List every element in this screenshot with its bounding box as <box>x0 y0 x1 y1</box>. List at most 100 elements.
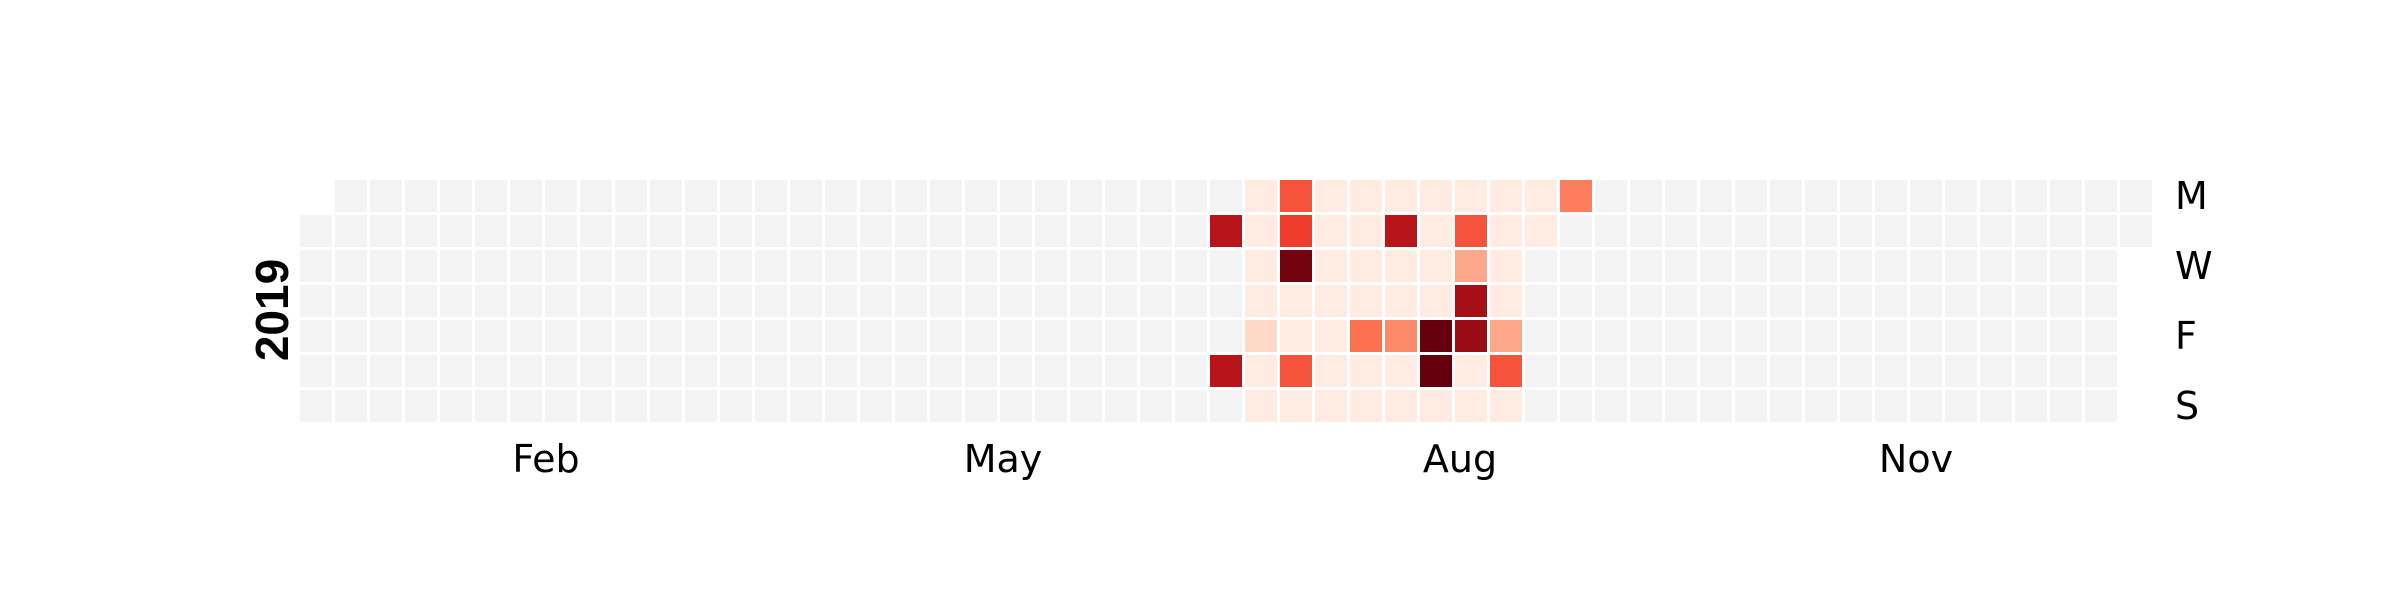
heatmap-cell-2019-05-22 <box>1000 250 1032 282</box>
heatmap-cell-2019-02-01 <box>440 320 472 352</box>
heatmap-cell-2019-07-06 <box>1210 355 1242 387</box>
heatmap-cell-2019-05-12 <box>930 390 962 422</box>
heatmap-cell-2019-01-05 <box>300 355 332 387</box>
heatmap-cell-2019-07-15 <box>1280 180 1312 212</box>
heatmap-cell-2019-08-30 <box>1490 320 1522 352</box>
heatmap-cell-2019-06-07 <box>1070 320 1102 352</box>
heatmap-cell-2019-07-19 <box>1280 320 1312 352</box>
heatmap-cell-2019-10-08 <box>1700 215 1732 247</box>
heatmap-cell-2019-07-12 <box>1245 320 1277 352</box>
heatmap-cell-2019-08-23 <box>1455 320 1487 352</box>
heatmap-cell-2019-03-27 <box>720 250 752 282</box>
heatmap-cell-2019-10-29 <box>1805 215 1837 247</box>
heatmap-cell-2019-02-11 <box>510 180 542 212</box>
heatmap-cell-2019-03-04 <box>615 180 647 212</box>
heatmap-cell-2019-01-08 <box>335 215 367 247</box>
heatmap-cell-2019-11-01 <box>1805 320 1837 352</box>
heatmap-cell-2019-05-23 <box>1000 285 1032 317</box>
heatmap-cell-2019-03-25 <box>720 180 752 212</box>
heatmap-cell-2019-08-11 <box>1385 390 1417 422</box>
heatmap-cell-2019-06-13 <box>1105 285 1137 317</box>
heatmap-cell-2019-07-31 <box>1350 250 1382 282</box>
heatmap-cell-2019-04-23 <box>860 215 892 247</box>
heatmap-cell-2019-07-25 <box>1315 285 1347 317</box>
heatmap-cell-2019-06-11 <box>1105 215 1137 247</box>
heatmap-cell-2019-04-24 <box>860 250 892 282</box>
month-label-may: May <box>964 437 1043 481</box>
heatmap-cell-2019-04-21 <box>825 390 857 422</box>
heatmap-cell-2019-06-21 <box>1140 320 1172 352</box>
heatmap-cell-2019-11-18 <box>1910 180 1942 212</box>
heatmap-cell-2019-10-12 <box>1700 355 1732 387</box>
heatmap-cell-2019-03-08 <box>615 320 647 352</box>
heatmap-cell-2019-11-28 <box>1945 285 1977 317</box>
heatmap-cell-2019-05-29 <box>1035 250 1067 282</box>
heatmap-cell-2019-08-06 <box>1385 215 1417 247</box>
heatmap-cell-2019-03-26 <box>720 215 752 247</box>
heatmap-cell-2019-09-21 <box>1595 355 1627 387</box>
heatmap-cell-2019-08-10 <box>1385 355 1417 387</box>
heatmap-cell-2019-11-24 <box>1910 390 1942 422</box>
heatmap-cell-2019-12-20 <box>2050 320 2082 352</box>
heatmap-cell-2019-09-30 <box>1665 180 1697 212</box>
heatmap-cell-2019-10-16 <box>1735 250 1767 282</box>
heatmap-cell-2019-02-08 <box>475 320 507 352</box>
heatmap-cell-2019-01-26 <box>405 355 437 387</box>
heatmap-cell-2019-04-10 <box>790 250 822 282</box>
heatmap-cell-2019-12-13 <box>2015 320 2047 352</box>
heatmap-cell-2019-12-25 <box>2085 250 2117 282</box>
heatmap-cell-2019-06-05 <box>1070 250 1102 282</box>
heatmap-cell-2019-11-19 <box>1910 215 1942 247</box>
day-label-sunday: S <box>2175 384 2199 428</box>
heatmap-cell-2019-08-09 <box>1385 320 1417 352</box>
heatmap-cell-2019-05-08 <box>930 250 962 282</box>
heatmap-cell-2019-02-09 <box>475 355 507 387</box>
heatmap-cell-2019-02-18 <box>545 180 577 212</box>
heatmap-cell-2019-05-31 <box>1035 320 1067 352</box>
heatmap-cell-2019-12-15 <box>2015 390 2047 422</box>
heatmap-cell-2019-11-12 <box>1875 215 1907 247</box>
heatmap-cell-2019-10-07 <box>1700 180 1732 212</box>
heatmap-cell-2019-10-21 <box>1770 180 1802 212</box>
heatmap-cell-2019-05-15 <box>965 250 997 282</box>
heatmap-cell-2019-10-02 <box>1665 250 1697 282</box>
heatmap-cell-2019-11-17 <box>1875 390 1907 422</box>
heatmap-cell-2019-03-16 <box>650 355 682 387</box>
heatmap-cell-2019-08-31 <box>1490 355 1522 387</box>
heatmap-cell-2019-09-03 <box>1525 215 1557 247</box>
heatmap-cell-2019-09-29 <box>1630 390 1662 422</box>
heatmap-cell-2019-06-27 <box>1175 285 1207 317</box>
day-label-wednesday: W <box>2175 244 2213 288</box>
heatmap-cell-2019-06-23 <box>1140 390 1172 422</box>
heatmap-cell-2019-12-26 <box>2085 285 2117 317</box>
heatmap-cell-2019-07-27 <box>1315 355 1347 387</box>
heatmap-cell-2019-01-18 <box>370 320 402 352</box>
heatmap-cell-2019-01-21 <box>405 180 437 212</box>
heatmap-cell-2019-09-16 <box>1595 180 1627 212</box>
heatmap-cell-2019-12-22 <box>2050 390 2082 422</box>
day-label-friday: F <box>2175 314 2197 358</box>
heatmap-cell-2019-03-12 <box>650 215 682 247</box>
heatmap-cell-2019-05-21 <box>1000 215 1032 247</box>
heatmap-cell-2019-10-31 <box>1805 285 1837 317</box>
heatmap-cell-2019-01-23 <box>405 250 437 282</box>
heatmap-cell-2019-06-24 <box>1175 180 1207 212</box>
heatmap-cell-2019-10-05 <box>1665 355 1697 387</box>
heatmap-cell-2019-03-11 <box>650 180 682 212</box>
heatmap-cell-2019-04-01 <box>755 180 787 212</box>
heatmap-cell-2019-07-16 <box>1280 215 1312 247</box>
heatmap-cell-2019-08-19 <box>1455 180 1487 212</box>
heatmap-cell-2019-01-11 <box>335 320 367 352</box>
heatmap-cell-2019-06-22 <box>1140 355 1172 387</box>
heatmap-cell-2019-12-04 <box>1980 250 2012 282</box>
heatmap-cell-2019-04-19 <box>825 320 857 352</box>
heatmap-cell-2019-05-13 <box>965 180 997 212</box>
heatmap-cell-2019-06-02 <box>1035 390 1067 422</box>
heatmap-cell-2019-04-07 <box>755 390 787 422</box>
heatmap-cell-2019-06-06 <box>1070 285 1102 317</box>
heatmap-cell-2019-05-24 <box>1000 320 1032 352</box>
heatmap-cell-2019-10-24 <box>1770 285 1802 317</box>
heatmap-cell-2019-04-26 <box>860 320 892 352</box>
heatmap-cell-2019-03-23 <box>685 355 717 387</box>
heatmap-cell-2019-06-25 <box>1175 215 1207 247</box>
